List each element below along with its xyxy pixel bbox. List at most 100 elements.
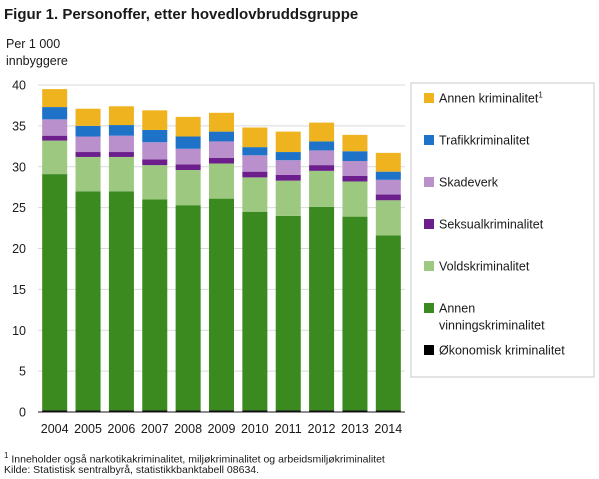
bar-segment (108, 125, 134, 136)
bar-segment (175, 170, 201, 206)
bar-segment (175, 410, 201, 412)
x-tick-label: 2013 (341, 422, 369, 436)
bar-segment (108, 106, 134, 126)
bar-segment (175, 164, 201, 171)
bar-segment (208, 157, 235, 164)
bar-segment (75, 152, 101, 157)
bar-segment (275, 152, 301, 161)
bar-segment (342, 151, 368, 162)
bar-segment (375, 171, 401, 180)
bar-segment (142, 199, 168, 411)
bar-segment (375, 410, 401, 412)
y-tick-label: 35 (12, 119, 26, 133)
bar-segment (342, 181, 368, 217)
bar-segment (108, 410, 134, 412)
bar-segment (42, 410, 68, 412)
bar-segment (142, 410, 168, 412)
legend-label: Annen kriminalitet1 (439, 91, 543, 106)
bar-segment (42, 174, 68, 411)
y-tick-label: 30 (12, 160, 26, 174)
bar-segment (242, 410, 268, 412)
bar-segment (208, 141, 235, 158)
bar-segment (108, 156, 134, 192)
legend-label: Skadeverk (439, 176, 499, 190)
bar-segment (309, 165, 335, 171)
legend-label: Økonomisk kriminalitet (439, 344, 565, 358)
bar-stack-2014 (375, 152, 401, 412)
x-tick-label: 2014 (374, 422, 402, 436)
bar-segment (175, 136, 201, 149)
legend-swatch (424, 261, 434, 271)
y-tick-label: 5 (19, 365, 26, 379)
bar-segment (108, 191, 134, 411)
bar-segment (275, 180, 301, 216)
bar-segment (75, 191, 101, 411)
bar-segment (309, 150, 335, 166)
legend-label: Voldskriminalitet (439, 260, 530, 274)
x-tick-label: 2010 (241, 422, 269, 436)
bar-segment (208, 198, 235, 411)
bar-segment (108, 135, 134, 153)
x-tick-label: 2008 (174, 422, 202, 436)
y-axis-unit-line-2: innbyggere (6, 54, 68, 68)
bar-segment (208, 131, 235, 142)
x-tick-label: 2007 (141, 422, 169, 436)
bar-stack-2007 (142, 110, 168, 412)
bar-segment (375, 179, 401, 195)
x-tick-label: 2005 (74, 422, 102, 436)
x-tick-label: 2006 (108, 422, 136, 436)
bar-segment (309, 141, 335, 151)
bar-segment (75, 410, 101, 412)
bar-segment (208, 410, 235, 412)
legend-label: Seksualkriminalitet (439, 218, 544, 232)
bar-segment (208, 163, 235, 199)
bar-segment (342, 161, 368, 176)
bar-segment (242, 127, 268, 148)
source-note: Kilde: Statistisk sentralbyrå, statistik… (4, 464, 260, 476)
bar-stack-2005 (75, 108, 101, 412)
bar-segment (342, 175, 368, 182)
bar-stack-2009 (208, 112, 235, 412)
bar-segment (42, 107, 68, 120)
bar-segment (275, 215, 301, 411)
bar-segment (175, 205, 201, 411)
legend-item: Økonomisk kriminalitet (424, 344, 565, 358)
legend-label: vinningskriminalitet (439, 319, 545, 333)
legend-swatch (424, 345, 434, 355)
y-axis-tick-labels: 0 5 10 15 20 25 30 35 40 (12, 79, 26, 420)
bar-segment (75, 136, 101, 153)
legend-swatch (424, 219, 434, 229)
legend-label-superscript: 1 (538, 91, 543, 100)
y-tick-label: 20 (12, 242, 26, 256)
y-tick-label: 25 (12, 201, 26, 215)
bar-segment (309, 122, 335, 142)
bar-segment (242, 147, 268, 156)
bar-segment (208, 112, 235, 132)
bar-segment (142, 129, 168, 143)
x-tick-label: 2011 (275, 422, 302, 436)
bar-segment (275, 131, 301, 153)
bar-stack-2011 (275, 131, 301, 412)
x-axis-tick-labels: 2004 2005 2006 2007 2008 2009 2010 2011 2012 2013… (41, 422, 402, 436)
legend-item: Seksualkriminalitet (424, 218, 544, 232)
bar-stack-2004 (42, 89, 68, 412)
legend-item: Trafikkriminalitet (424, 134, 530, 148)
bar-segment (175, 116, 201, 137)
legend-label: Trafikkriminalitet (439, 134, 530, 148)
legend-swatch (424, 93, 434, 103)
legend-box (410, 82, 595, 378)
legend-swatch (424, 177, 434, 187)
bar-segment (42, 135, 68, 141)
y-tick-label: 15 (12, 283, 26, 297)
legend-label: Annen (439, 302, 475, 316)
bar-segment (342, 410, 368, 412)
y-tick-label: 40 (12, 79, 26, 93)
bar-segment (142, 159, 168, 166)
bar-stack-2006 (108, 106, 134, 412)
bars (42, 89, 401, 412)
bar-stack-2008 (175, 116, 201, 412)
y-tick-label: 10 (12, 324, 26, 338)
bar-segment (309, 410, 335, 412)
footnote-text: Inneholder også narkotikakriminalitet, m… (8, 453, 385, 466)
